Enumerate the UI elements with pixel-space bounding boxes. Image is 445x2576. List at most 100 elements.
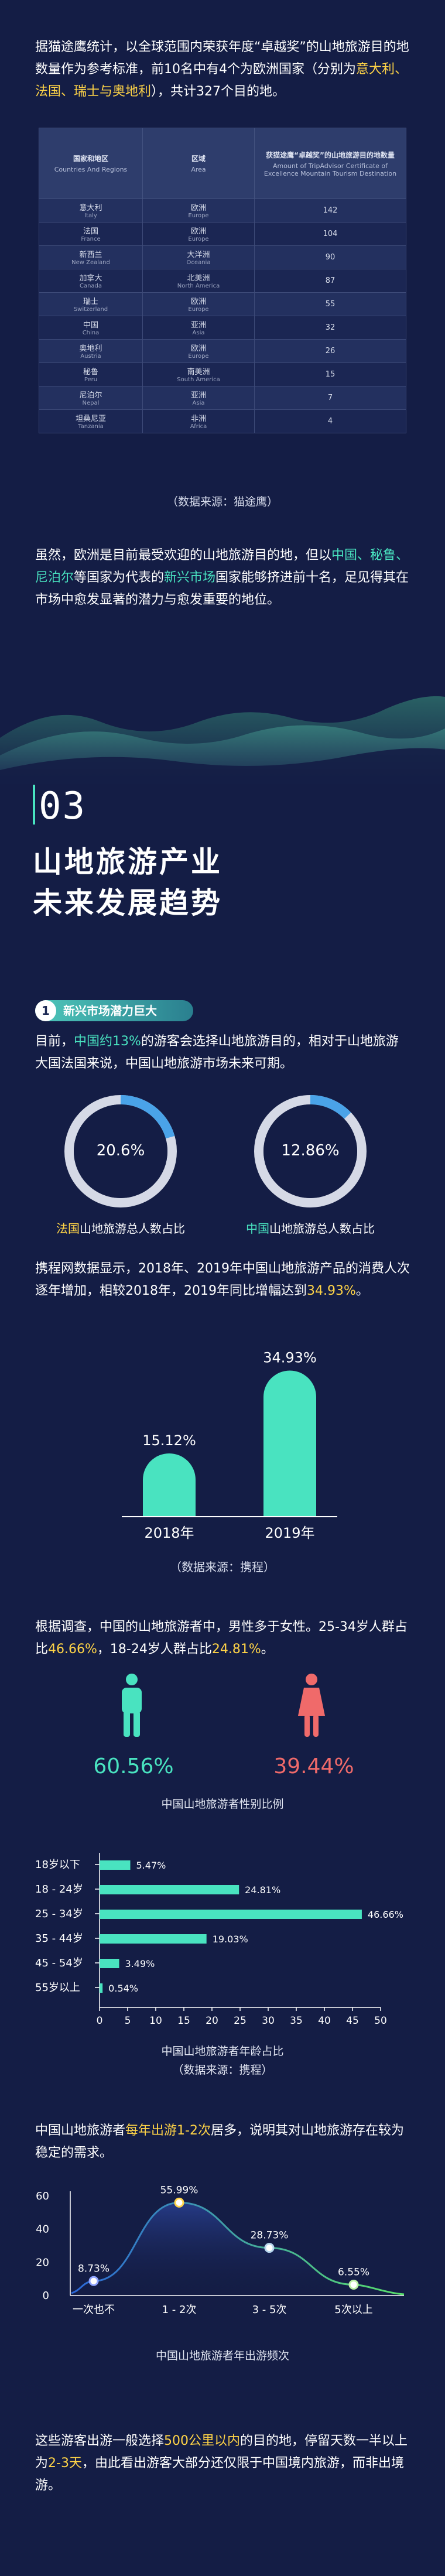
age-x-tick: 40: [318, 2015, 331, 2027]
table-cell-area: 欧洲 Europe: [142, 339, 255, 363]
freq-value-label: 28.73%: [251, 2230, 289, 2242]
table-cell-country: 秘鲁 Peru: [39, 362, 143, 386]
china-share-paragraph: 目前，中国约13%的游客会选择山地旅游目的，相对于山地旅游大国法国来说，中国山地…: [35, 1034, 399, 1071]
age-value-label: 24.81%: [245, 1884, 280, 1896]
france-share-donut: [64, 1095, 177, 1207]
table-header-area: 区域 Area: [142, 128, 255, 199]
age-category-label: 25 - 34岁: [35, 1908, 83, 1920]
age-value-label: 0.54%: [108, 1983, 138, 1994]
freq-y-tick: 40: [36, 2223, 49, 2236]
intro-highlight-countries: 意大利、法国、瑞士与奥地利: [35, 62, 408, 99]
table-cell-amount: 87: [254, 269, 406, 293]
intro-text-end: ），共计327个目的地。: [151, 84, 286, 99]
table-cell-area: 北美洲 North America: [142, 269, 255, 293]
table-row: 尼泊尔 Nepal 亚洲 Asia 7: [39, 386, 406, 410]
bar-2018年: [143, 1453, 196, 1517]
age-value-label: 19.03%: [213, 1934, 248, 1945]
table-cell-country: 意大利 Italy: [39, 199, 143, 223]
table-cell-country: 尼泊尔 Nepal: [39, 386, 143, 410]
table-cell-country: 中国 China: [39, 316, 143, 340]
age-x-tick: 50: [374, 2015, 387, 2027]
female-icon: [298, 1674, 325, 1737]
table-row: 新西兰 New Zealand 大洋洲 Oceania 90: [39, 245, 406, 269]
subhead-emerging-market: 1 新兴市场潜力巨大: [35, 1000, 193, 1021]
age-x-tick: 5: [125, 2015, 131, 2027]
intro-paragraph: 据猫途鹰统计，以全球范围内荣获年度“卓越奖”的山地旅游目的地数量作为参考标准，前…: [35, 36, 410, 103]
table-cell-area: 大洋洲 Oceania: [142, 245, 255, 269]
subhead-number: 1: [35, 1000, 56, 1021]
freq-point: [348, 2279, 359, 2290]
age-x-tick: 20: [206, 2015, 218, 2027]
age-chart-title: 中国山地旅游者年龄占比: [161, 2045, 284, 2058]
freq-point: [88, 2276, 99, 2286]
table-header-amount: 获猫途鹰“卓越奖”的山地旅游目的地数量 Amount of TripAdvisor…: [254, 128, 406, 199]
table-cell-country: 奥地利 Austria: [39, 339, 143, 363]
table-cell-area: 南美洲 South America: [142, 362, 255, 386]
gender-caption: 中国山地旅游者性别比例: [161, 1798, 284, 1811]
table-row: 瑞士 Switzerland 欧洲 Europe 55: [39, 292, 406, 316]
china-share-highlight: 中国约13%: [74, 1034, 141, 1049]
growth-highlight: 34.93%: [306, 1284, 356, 1298]
age-bar: [100, 1959, 119, 1968]
table-row: 坦桑尼亚 Tanzania 非洲 Africa 4: [39, 409, 406, 433]
table-cell-amount: 55: [254, 292, 406, 316]
bar-value-label: 15.12%: [142, 1432, 196, 1449]
subhead-text: 新兴市场潜力巨大: [63, 1004, 157, 1018]
table-cell-amount: 104: [254, 222, 406, 246]
intro-text: 据猫途鹰统计，以全球范围内荣获年度“卓越奖”的山地旅游目的地数量作为参考标准，前…: [35, 40, 409, 77]
china-share-caption: 中国山地旅游总人数占比: [246, 1222, 375, 1236]
distance-paragraph: 这些游客出游一般选择500公里以内的目的地，停留天数一半以上为2-3天，由此看出…: [35, 2434, 408, 2493]
table-cell-amount: 142: [254, 199, 406, 223]
share-donuts: [64, 1095, 367, 1207]
freq-value-label: 55.99%: [160, 2184, 198, 2196]
male-icon: [122, 1674, 142, 1737]
bar-2019年: [263, 1370, 316, 1517]
age-value-label: 46.66%: [368, 1909, 403, 1920]
table-cell-amount: 4: [254, 409, 406, 433]
frequency-highlight: 每年出游1-2次: [125, 2123, 211, 2138]
age-x-tick: 10: [149, 2015, 162, 2027]
freq-value-label: 6.55%: [338, 2266, 369, 2278]
distance-highlight: 500公里以内: [164, 2434, 241, 2448]
table-header-country: 国家和地区 Countries And Regions: [39, 128, 143, 199]
age-value-label: 5.47%: [136, 1860, 166, 1871]
china-share-value: 12.86%: [281, 1142, 340, 1159]
france-share-caption: 法国山地旅游总人数占比: [56, 1222, 185, 1236]
age-bar: [100, 1885, 239, 1894]
age-bar: [100, 1983, 103, 1993]
male-percentage: 60.56%: [93, 1754, 174, 1778]
france-share-value: 20.6%: [96, 1142, 145, 1159]
age-x-tick: 15: [177, 2015, 190, 2027]
donut-fill: [64, 1095, 177, 1207]
age-x-tick: 35: [290, 2015, 303, 2027]
section-title-line1: 山地旅游产业: [33, 845, 222, 879]
table-source: （数据来源：猫途鹰）: [166, 495, 278, 508]
table-row: 秘鲁 Peru 南美洲 South America 15: [39, 362, 406, 386]
china-share-donut: [254, 1095, 367, 1207]
age-value-label: 3.49%: [125, 1958, 155, 1969]
female-percentage: 39.44%: [273, 1754, 354, 1778]
age-category-label: 35 - 44岁: [35, 1932, 83, 1945]
table-cell-area: 非洲 Africa: [142, 409, 255, 433]
age-x-tick: 30: [262, 2015, 275, 2027]
freq-category-label: 一次也不: [73, 2304, 115, 2316]
table-cell-country: 瑞士 Switzerland: [39, 292, 143, 316]
freq-y-tick: 20: [36, 2256, 49, 2269]
destination-table: 国家和地区 Countries And Regions 区域 Area 获猫途鹰“卓…: [39, 128, 406, 433]
section-number-bar: [33, 785, 35, 825]
age-category-label: 55岁以上: [35, 1982, 80, 1994]
age-bar-chart: 0 5 10 15 20 25 30 35 40 45 50 18岁以下 5.47% 18 - 24岁 24…: [35, 1853, 403, 2027]
mountain-decoration: [0, 696, 445, 785]
age-category-label: 45 - 54岁: [35, 1957, 83, 1969]
table-cell-amount: 7: [254, 386, 406, 410]
freq-category-label: 1 - 2次: [162, 2304, 197, 2316]
freq-area: [71, 2202, 404, 2296]
donut-fill: [254, 1095, 367, 1207]
gender-age-paragraph: 根据调查，中国的山地旅游者中，男性多于女性。25-34岁人群占比46.66%，1…: [35, 1620, 408, 1657]
growth-paragraph: 携程网数据显示，2018年、2019年中国山地旅游产品的消费人次逐年增加，相较2…: [35, 1261, 410, 1298]
table-cell-area: 欧洲 Europe: [142, 222, 255, 246]
frequency-paragraph: 中国山地旅游者每年出游1-2次居多，说明其对山地旅游存在较为稳定的需求。: [35, 2123, 404, 2160]
emerging-countries: 中国、秘鲁、尼泊尔: [35, 548, 409, 585]
freq-point: [174, 2197, 184, 2208]
section-number: 03: [39, 785, 87, 828]
